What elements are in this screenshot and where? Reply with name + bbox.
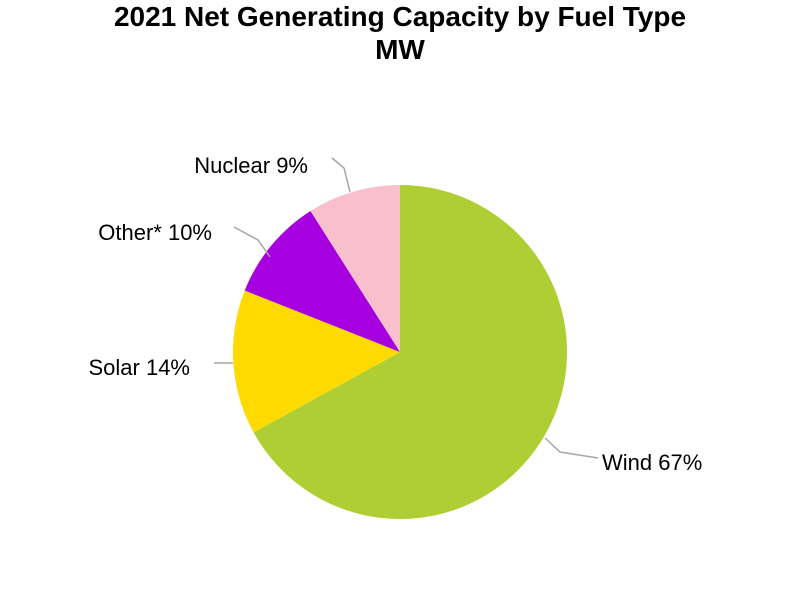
chart-title: 2021 Net Generating Capacity by Fuel Typ…	[0, 0, 800, 66]
pie-slice-wind	[253, 185, 567, 519]
pie-slice-solar	[233, 290, 400, 433]
leader-line-wind	[544, 437, 599, 459]
slice-label-solar: Solar 14%	[88, 355, 190, 380]
pie-slice-nuclear	[310, 185, 400, 352]
leader-line-other	[233, 226, 271, 258]
pie-slice-other	[244, 210, 400, 352]
leader-line-nuclear	[331, 157, 351, 193]
slice-label-other: Other* 10%	[98, 220, 212, 245]
slice-label-nuclear: Nuclear 9%	[194, 153, 308, 178]
chart-subtitle: MW	[375, 34, 425, 65]
slice-label-wind: Wind 67%	[602, 450, 702, 475]
chart-title-main: 2021 Net Generating Capacity by Fuel Typ…	[113, 1, 687, 32]
